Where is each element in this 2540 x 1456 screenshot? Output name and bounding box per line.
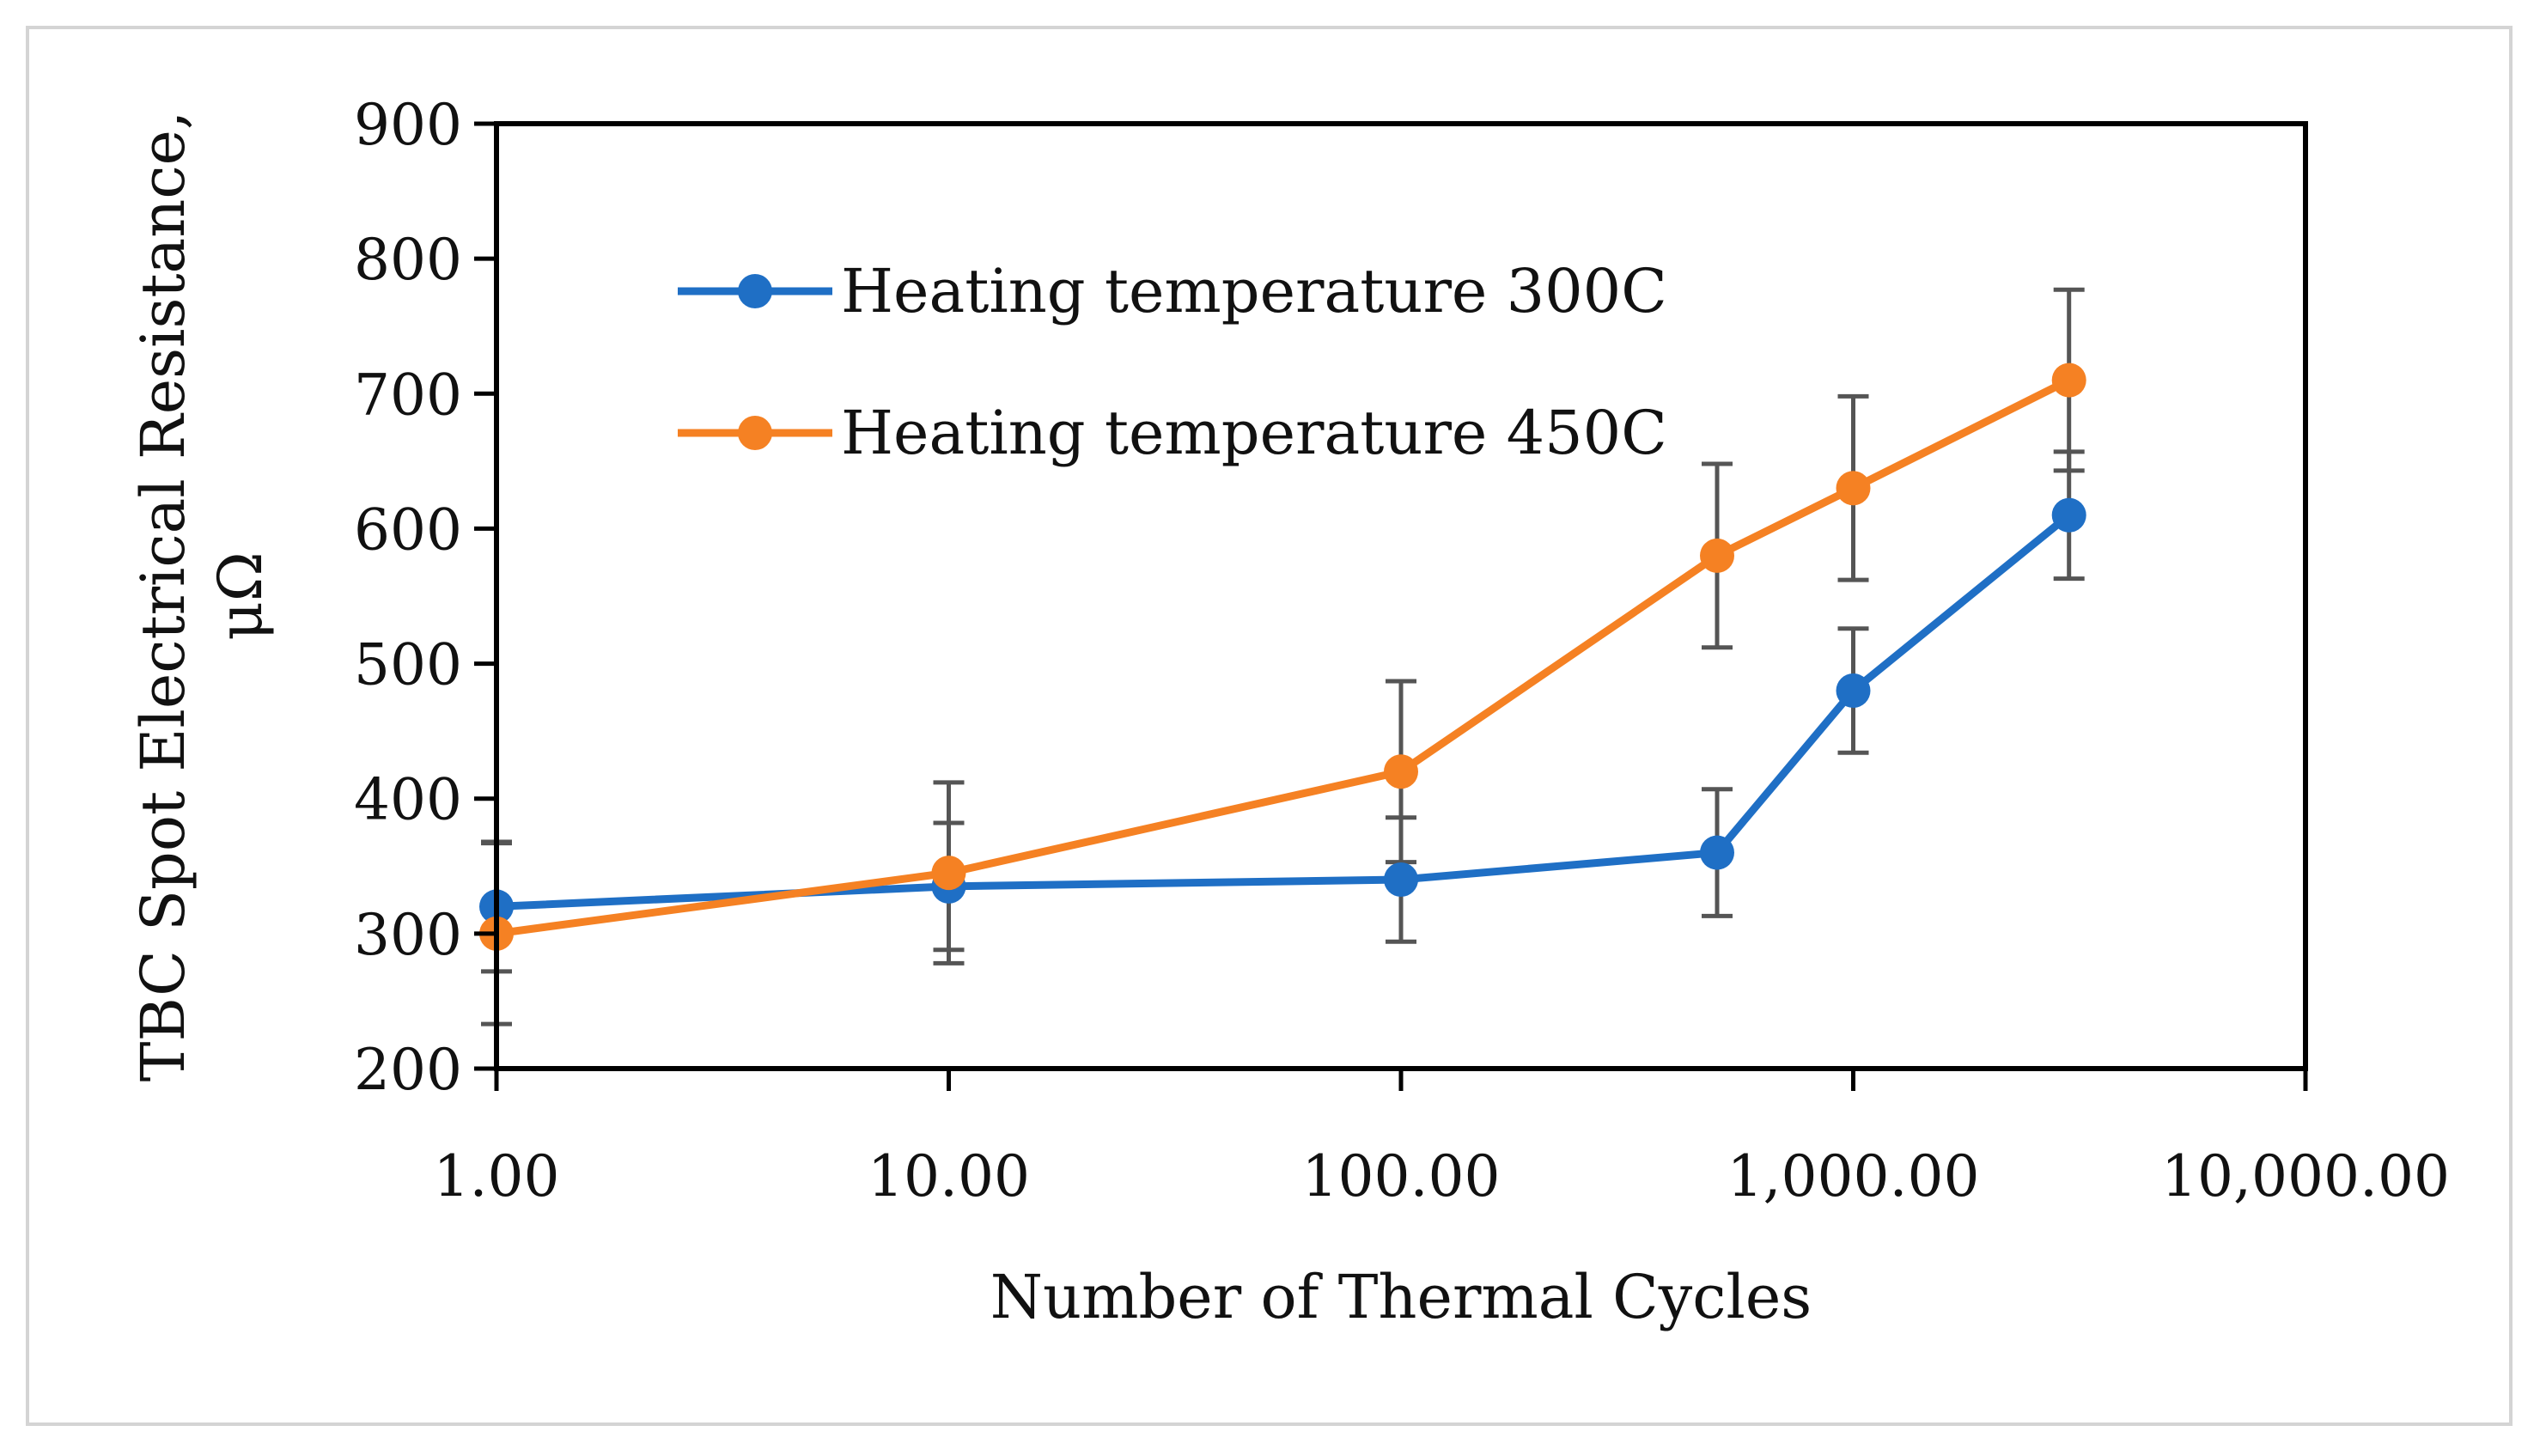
data-point-2 xyxy=(931,856,966,891)
series-line-1 xyxy=(496,512,2072,911)
data-point-2 xyxy=(1836,471,1871,506)
y-tick-label: 600 xyxy=(354,497,462,563)
x-tick-label: 10,000.00 xyxy=(2161,1143,2450,1209)
y-tick-label: 900 xyxy=(354,92,462,158)
axes xyxy=(474,121,2308,1091)
legend-label-1: Heating temperature 300C xyxy=(841,256,1667,326)
x-axis-label: Number of Thermal Cycles xyxy=(990,1262,1812,1332)
x-tick-label: 1.00 xyxy=(434,1143,560,1209)
y-tick-label: 300 xyxy=(354,902,462,968)
y-axis-label: TBC Spot Electrical Resistance, μΩ xyxy=(128,111,276,1081)
series-points xyxy=(479,362,2086,951)
series-line-2 xyxy=(496,376,2071,938)
y-axis-label-line-1: TBC Spot Electrical Resistance, xyxy=(128,111,198,1081)
y-tick-label: 500 xyxy=(354,632,462,698)
y-tick-label: 700 xyxy=(354,362,462,428)
y-tick-label: 800 xyxy=(354,227,462,293)
data-point-1 xyxy=(1700,835,1735,870)
x-tick-label: 10.00 xyxy=(868,1143,1030,1209)
data-point-1 xyxy=(2051,497,2086,533)
y-tick-label: 200 xyxy=(354,1037,462,1103)
data-point-2 xyxy=(1384,754,1418,789)
series-lines xyxy=(496,376,2072,938)
data-point-2 xyxy=(1700,538,1735,573)
y-axis-label-line-2: μΩ xyxy=(205,551,276,641)
legend-label-2: Heating temperature 450C xyxy=(841,398,1667,468)
y-tick-label: 400 xyxy=(354,767,462,833)
data-point-1 xyxy=(1836,673,1871,708)
line-chart: 200 300 400 500 600 700 800 900 1.00 10.00 100.00 1… xyxy=(128,92,2450,1332)
data-point-1 xyxy=(1384,862,1418,897)
legend-marker-1 xyxy=(738,274,772,308)
data-point-2 xyxy=(2051,362,2086,398)
chart-frame: 200 300 400 500 600 700 800 900 1.00 10.00 100.00 1… xyxy=(26,26,2513,1426)
tick-labels: 200 300 400 500 600 700 800 900 1.00 10.00 100.00 1… xyxy=(354,92,2450,1209)
legend-marker-2 xyxy=(738,416,772,450)
x-tick-label: 100.00 xyxy=(1302,1143,1501,1209)
legend: Heating temperature 300C Heating temperat… xyxy=(678,256,1667,468)
x-tick-label: 1,000.00 xyxy=(1727,1143,1980,1209)
